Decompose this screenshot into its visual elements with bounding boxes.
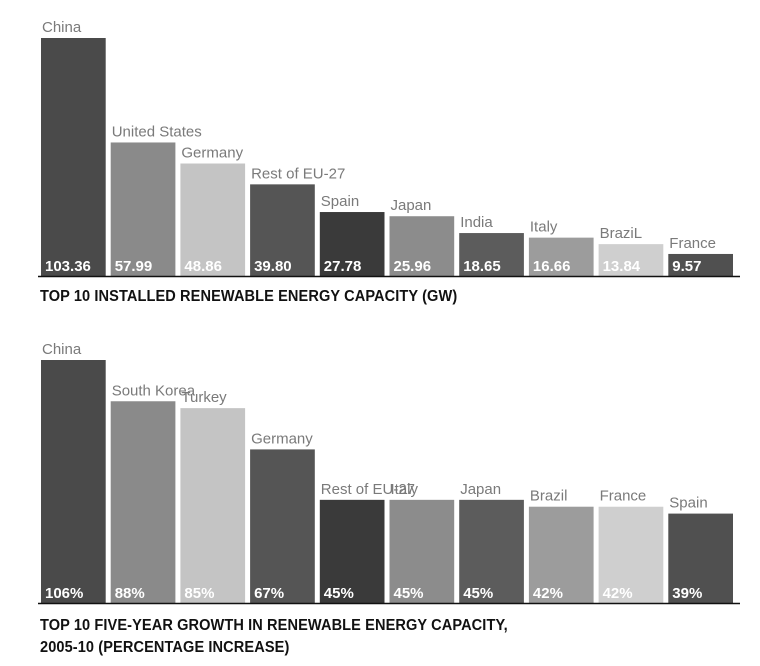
- capacity-value-label: 27.78: [324, 258, 362, 275]
- growth-value-label: 45%: [324, 585, 354, 602]
- capacity-bar-united-states: [110, 142, 176, 276]
- capacity-category-label: India: [460, 214, 493, 231]
- growth-bar-china: [41, 360, 106, 603]
- capacity-category-label: Germany: [181, 144, 243, 161]
- growth-bar-spain: [668, 513, 733, 603]
- growth-category-label: Rest of EU-27: [321, 481, 415, 498]
- growth-chart-title: TOP 10 FIVE-YEAR GROWTH IN RENEWABLE ENE…: [40, 617, 508, 656]
- growth-bar-italy: [389, 499, 455, 603]
- growth-chart-plot: China 106% South Korea 88% Turkey 85% Germany 6…: [38, 341, 740, 605]
- growth-category-label: Brazil: [530, 488, 568, 505]
- growth-category-label: Italy: [391, 481, 419, 498]
- capacity-bar-germany: [180, 163, 246, 276]
- growth-value-label: 106%: [45, 585, 83, 602]
- growth-bar-south-korea: [110, 401, 176, 603]
- growth-bar-france: [598, 506, 664, 603]
- capacity-bar-brazil: [598, 244, 664, 276]
- growth-category-label: China: [42, 341, 82, 358]
- capacity-category-label: Rest of EU-27: [251, 165, 345, 182]
- capacity-bar-rest-of-eu-27: [250, 184, 315, 276]
- growth-value-label: 39%: [672, 585, 702, 602]
- growth-bar-brazil: [528, 506, 594, 603]
- growth-value-label: 85%: [184, 585, 214, 602]
- capacity-bar-india: [459, 233, 524, 276]
- capacity-value-label: 57.99: [115, 258, 153, 275]
- growth-category-label: France: [600, 488, 647, 505]
- capacity-chart-title: TOP 10 INSTALLED RENEWABLE ENERGY CAPACI…: [40, 288, 458, 305]
- growth-category-label: Japan: [460, 481, 501, 498]
- capacity-value-label: 39.80: [254, 258, 292, 275]
- capacity-bar-france: [668, 253, 733, 276]
- growth-value-label: 88%: [115, 585, 145, 602]
- growth-bar-turkey: [180, 408, 246, 603]
- growth-value-label: 42%: [533, 585, 563, 602]
- capacity-category-label: Japan: [391, 197, 432, 214]
- capacity-value-label: 48.86: [184, 258, 222, 275]
- growth-value-label: 67%: [254, 585, 284, 602]
- capacity-bar-italy: [528, 237, 594, 276]
- growth-bar-japan: [459, 499, 524, 603]
- capacity-bar-japan: [389, 216, 455, 276]
- capacity-value-label: 25.96: [394, 258, 432, 275]
- growth-bar-rest-of-eu-27: [319, 499, 385, 603]
- capacity-category-label: Spain: [321, 193, 359, 210]
- capacity-value-label: 18.65: [463, 258, 501, 275]
- capacity-category-label: Italy: [530, 219, 558, 236]
- capacity-bar-spain: [319, 212, 385, 276]
- growth-category-label: South Korea: [112, 382, 196, 399]
- growth-category-label: Turkey: [181, 389, 227, 406]
- capacity-category-label: United States: [112, 123, 202, 140]
- growth-category-label: Spain: [669, 495, 707, 512]
- growth-value-label: 45%: [463, 585, 493, 602]
- capacity-chart-plot: China 103.36 United States 57.99 Germany 48.8…: [38, 19, 740, 278]
- capacity-value-label: 9.57: [672, 258, 701, 275]
- capacity-category-label: France: [669, 235, 716, 252]
- capacity-category-label: BraziL: [600, 225, 643, 242]
- capacity-value-label: 103.36: [45, 258, 91, 275]
- growth-value-label: 42%: [603, 585, 633, 602]
- growth-bar-germany: [250, 449, 315, 603]
- growth-category-label: Germany: [251, 430, 313, 447]
- capacity-value-label: 16.66: [533, 258, 571, 275]
- capacity-chart: China 103.36 United States 57.99 Germany 48.8…: [0, 0, 760, 320]
- capacity-value-label: 13.84: [603, 258, 641, 275]
- capacity-category-label: China: [42, 19, 82, 36]
- growth-chart: China 106% South Korea 88% Turkey 85% Germany 6…: [0, 334, 760, 666]
- growth-value-label: 45%: [394, 585, 424, 602]
- capacity-bar-china: [41, 38, 106, 276]
